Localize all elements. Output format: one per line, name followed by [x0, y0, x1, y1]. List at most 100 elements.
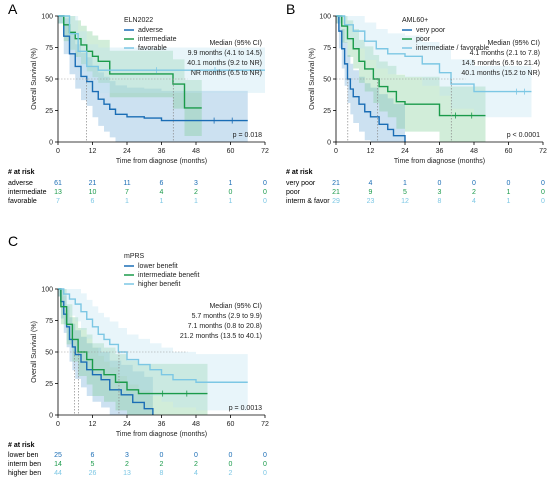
risk-count: 21	[89, 180, 97, 187]
risk-count: 0	[229, 452, 233, 459]
y-tick-label: 100	[41, 14, 53, 21]
risk-count: 7	[125, 189, 129, 196]
risk-count: 44	[54, 470, 62, 477]
risk-row-label: interm ben	[8, 461, 41, 468]
legend-entry: very poor	[416, 27, 446, 34]
risk-table-header: # at risk	[286, 169, 313, 176]
panel-label: C	[8, 233, 18, 249]
median-header: Median (95% CI)	[209, 40, 262, 47]
x-tick-label: 0	[334, 148, 338, 155]
x-axis-label: Time from diagnose (months)	[116, 431, 207, 438]
risk-count: 2	[160, 461, 164, 468]
risk-count: 26	[89, 470, 97, 477]
survival-curve-adverse	[58, 15, 248, 122]
legend-title: ELN2022	[124, 17, 153, 24]
y-axis-label: Overall Survival (%)	[31, 321, 38, 383]
risk-table-header: # at risk	[8, 169, 35, 176]
median-text: 7.1 months (0.8 to 20.8)	[188, 323, 262, 330]
risk-count: 25	[54, 452, 62, 459]
y-tick-label: 0	[49, 413, 53, 420]
p-value: p < 0.0001	[507, 132, 540, 139]
risk-count: 0	[229, 461, 233, 468]
median-text: 5.7 months (2.9 to 9.9)	[192, 313, 262, 320]
risk-count: 0	[472, 180, 476, 187]
ci-band-intermediate-benefit	[58, 289, 208, 415]
panel-label: B	[286, 1, 295, 17]
risk-count: 11	[123, 180, 130, 187]
legend-entry: higher benefit	[138, 281, 180, 288]
risk-count: 1	[194, 198, 198, 205]
legend-title: AML60+	[402, 17, 428, 24]
risk-count: 4	[472, 198, 476, 205]
risk-count: 1	[160, 198, 164, 205]
risk-count: 23	[367, 198, 375, 205]
risk-count: 2	[194, 189, 198, 196]
risk-count: 10	[89, 189, 97, 196]
risk-count: 0	[160, 452, 164, 459]
ci-band-higher-benefit	[58, 289, 248, 411]
risk-row-label: favorable	[8, 198, 37, 205]
risk-count: 6	[91, 452, 95, 459]
risk-count: 0	[507, 180, 511, 187]
risk-count: 0	[541, 198, 545, 205]
survival-curve-favorable	[58, 15, 265, 71]
risk-count: 0	[438, 180, 442, 187]
x-tick-label: 72	[261, 148, 269, 155]
survival-curve-higher-benefit	[58, 288, 248, 383]
risk-count: 0	[263, 198, 267, 205]
x-tick-label: 36	[158, 421, 166, 428]
risk-count: 3	[125, 452, 129, 459]
ci-band-intermediate	[58, 16, 202, 136]
risk-count: 2	[229, 470, 233, 477]
x-axis-label: Time from diagnose (months)	[394, 158, 485, 165]
legend-title: mPRS	[124, 253, 145, 260]
risk-row-label: intermediate	[8, 189, 47, 196]
risk-count: 4	[194, 470, 198, 477]
x-tick-label: 36	[436, 148, 444, 155]
p-value: p = 0.0013	[229, 405, 262, 412]
y-tick-label: 50	[45, 350, 53, 357]
risk-count: 4	[160, 189, 164, 196]
legend-entry: intermediate / favorable	[416, 45, 489, 52]
x-tick-label: 48	[470, 148, 478, 155]
y-tick-label: 100	[41, 287, 53, 294]
risk-count: 0	[194, 452, 198, 459]
risk-row-label: lower ben	[8, 452, 38, 459]
y-tick-label: 50	[323, 77, 331, 84]
risk-count: 0	[263, 470, 267, 477]
risk-count: 21	[332, 180, 340, 187]
risk-count: 0	[263, 189, 267, 196]
x-tick-label: 0	[56, 421, 60, 428]
risk-count: 4	[369, 180, 373, 187]
risk-count: 29	[332, 198, 340, 205]
risk-count: 6	[160, 180, 164, 187]
x-tick-label: 72	[539, 148, 547, 155]
risk-count: 1	[507, 189, 511, 196]
risk-row-label: poor	[286, 189, 301, 196]
y-tick-label: 100	[319, 14, 331, 21]
risk-count: 0	[541, 189, 545, 196]
survival-curve-intermediate-benefit	[58, 288, 208, 395]
risk-count: 3	[438, 189, 442, 196]
legend-entry: favorable	[138, 45, 167, 52]
panel-label: A	[8, 1, 18, 17]
risk-row-label: interm & favor	[286, 198, 330, 205]
ci-band-very-poor	[336, 16, 405, 142]
legend-entry: poor	[416, 36, 431, 43]
risk-row-label: adverse	[8, 180, 33, 187]
x-tick-label: 12	[89, 148, 97, 155]
median-header: Median (95% CI)	[487, 40, 540, 47]
legend-entry: intermediate benefit	[138, 272, 200, 279]
risk-count: 0	[541, 180, 545, 187]
median-text: 40.1 months (15.2 to NR)	[461, 70, 540, 77]
survival-curve-very-poor	[336, 15, 406, 142]
x-tick-label: 24	[123, 421, 131, 428]
x-tick-label: 60	[227, 421, 235, 428]
x-tick-label: 24	[401, 148, 409, 155]
median-text: 21.2 months (13.5 to 40.1)	[180, 333, 262, 340]
x-tick-label: 60	[227, 148, 235, 155]
p-value: p = 0.018	[233, 132, 262, 139]
risk-count: 8	[438, 198, 442, 205]
